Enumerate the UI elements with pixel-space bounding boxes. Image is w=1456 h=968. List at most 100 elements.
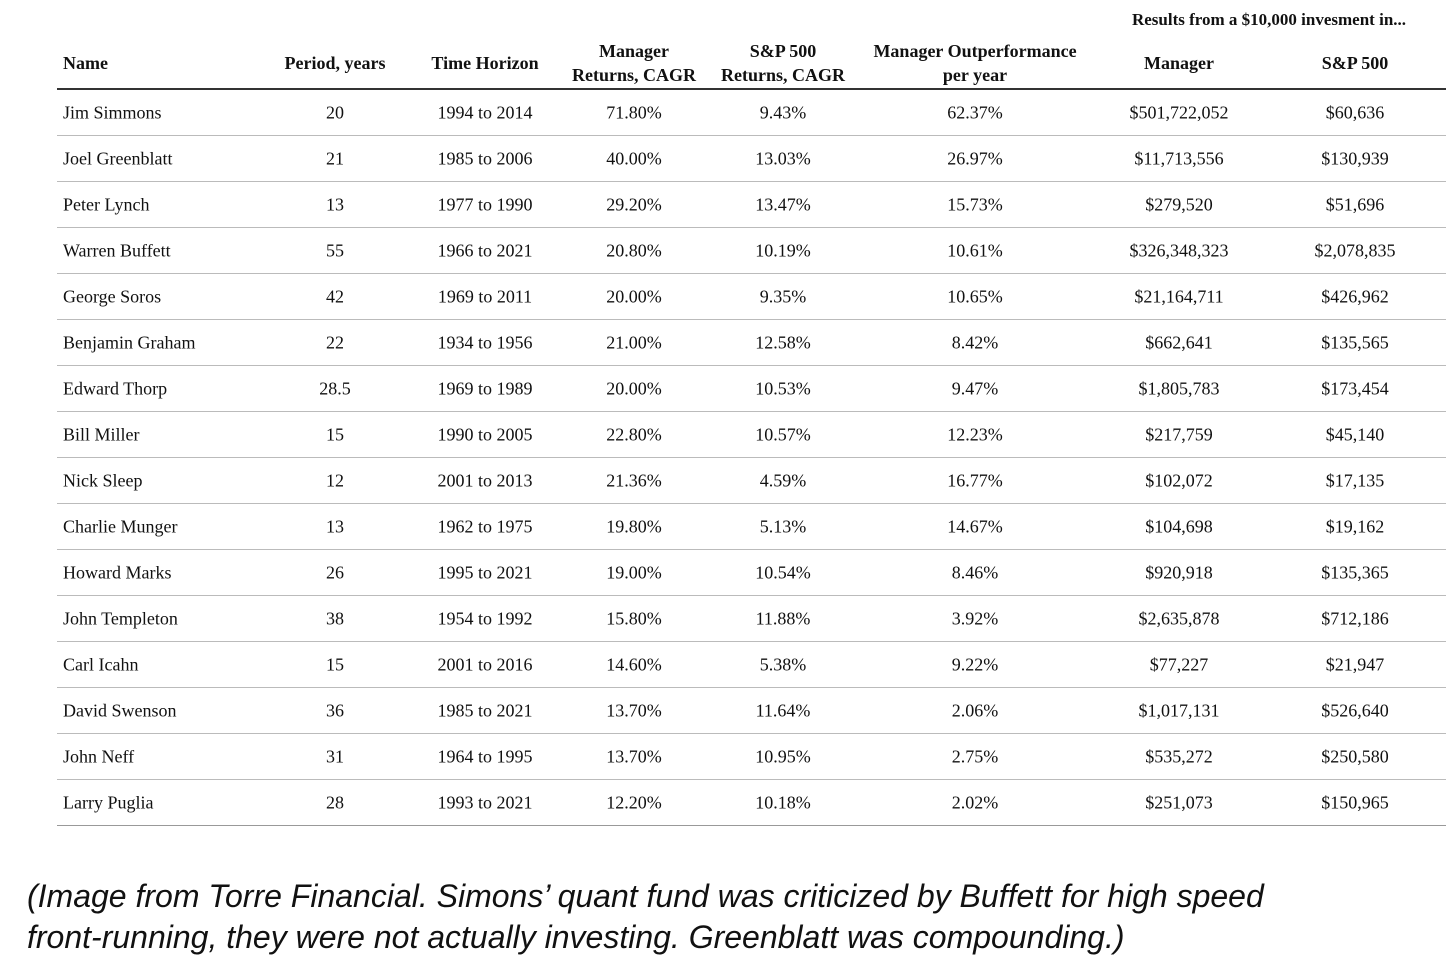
- table-cell: 71.80%: [606, 102, 662, 123]
- table-cell: $712,186: [1321, 608, 1389, 629]
- table-cell: 1969 to 2011: [437, 286, 533, 307]
- table-cell: 29.20%: [606, 194, 662, 215]
- table-cell: Edward Thorp: [63, 378, 168, 399]
- table-cell: $920,918: [1145, 562, 1213, 583]
- column-header: S&P 500: [749, 41, 817, 61]
- table-cell: $2,635,878: [1138, 608, 1220, 629]
- column-header: Returns, CAGR: [721, 65, 845, 85]
- table-cell: 1977 to 1990: [437, 194, 533, 215]
- table-cell: Nick Sleep: [63, 470, 143, 491]
- table-cell: $21,164,711: [1134, 286, 1224, 307]
- table-cell: 20.00%: [606, 286, 662, 307]
- table-cell: Jim Simmons: [63, 102, 162, 123]
- table-cell: 1994 to 2014: [437, 102, 533, 123]
- table-cell: 9.47%: [951, 378, 999, 399]
- table-cell: 55: [326, 240, 344, 261]
- table-cell: $104,698: [1145, 516, 1213, 537]
- table-cell: $251,073: [1145, 792, 1213, 813]
- table-cell: 16.77%: [947, 470, 1003, 491]
- table-cell: 13.70%: [606, 700, 662, 721]
- column-header: Returns, CAGR: [572, 65, 696, 85]
- table-cell: 38: [326, 608, 344, 629]
- table-cell: $526,640: [1321, 700, 1389, 721]
- table-cell: 2.06%: [951, 700, 999, 721]
- table-cell: 1993 to 2021: [437, 792, 533, 813]
- table-cell: 1995 to 2021: [437, 562, 533, 583]
- table-cell: 10.19%: [755, 240, 811, 261]
- table-cell: $173,454: [1321, 378, 1389, 399]
- table-cell: 21: [326, 148, 344, 169]
- table-cell: 9.22%: [951, 654, 999, 675]
- row-rule: [57, 779, 1446, 780]
- table-cell: $60,636: [1325, 102, 1385, 123]
- table-cell: 14.67%: [947, 516, 1003, 537]
- caption-line: (Image from Torre Financial. Simons’ qua…: [27, 878, 1264, 914]
- table-cell: $135,565: [1321, 332, 1389, 353]
- table-cell: 12.20%: [606, 792, 662, 813]
- table-cell: George Soros: [63, 286, 162, 307]
- table-cell: Bill Miller: [63, 424, 140, 445]
- table-cell: 12.58%: [755, 332, 811, 353]
- table-cell: 22: [326, 332, 344, 353]
- table-cell: 10.18%: [755, 792, 811, 813]
- table-cell: 1962 to 1975: [437, 516, 533, 537]
- table-cell: 13: [326, 194, 344, 215]
- table-cell: 28: [326, 792, 344, 813]
- table-cell: 10.65%: [947, 286, 1003, 307]
- row-rule: [57, 273, 1446, 274]
- row-rule: [57, 457, 1446, 458]
- table-cell: $1,017,131: [1138, 700, 1220, 721]
- table-cell: 10.53%: [755, 378, 811, 399]
- table-cell: 9.35%: [759, 286, 807, 307]
- table-cell: $1,805,783: [1138, 378, 1220, 399]
- table-cell: $150,965: [1321, 792, 1389, 813]
- table-cell: Carl Icahn: [63, 654, 139, 675]
- table-cell: 13: [326, 516, 344, 537]
- table-cell: Charlie Munger: [63, 516, 178, 537]
- table-cell: 19.00%: [606, 562, 662, 583]
- table-cell: $2,078,835: [1314, 240, 1396, 261]
- table-cell: 26: [326, 562, 344, 583]
- table-cell: $250,580: [1321, 746, 1389, 767]
- table-cell: 13.47%: [755, 194, 811, 215]
- table-cell: 5.13%: [759, 516, 807, 537]
- table-cell: 12.23%: [947, 424, 1003, 445]
- table-cell: 10.95%: [755, 746, 811, 767]
- column-header: Period, years: [284, 53, 386, 73]
- table-cell: 8.42%: [951, 332, 999, 353]
- table-cell: $45,140: [1325, 424, 1385, 445]
- table-cell: $130,939: [1321, 148, 1389, 169]
- table-cell: David Swenson: [63, 700, 177, 721]
- row-rule: [57, 549, 1446, 550]
- table-cell: 40.00%: [606, 148, 662, 169]
- table-cell: 8.46%: [951, 562, 999, 583]
- table-cell: 11.64%: [755, 700, 811, 721]
- table-cell: $326,348,323: [1129, 240, 1229, 261]
- table-cell: 1985 to 2006: [437, 148, 533, 169]
- table-cell: $17,135: [1325, 470, 1385, 491]
- row-rule: [57, 135, 1446, 136]
- table-cell: 20.80%: [606, 240, 662, 261]
- column-header: Time Horizon: [431, 53, 539, 73]
- table-cell: $102,072: [1145, 470, 1213, 491]
- row-rule: [57, 365, 1446, 366]
- table-cell: 2001 to 2013: [437, 470, 533, 491]
- column-header: Manager: [599, 41, 669, 61]
- header-rule: [57, 88, 1446, 90]
- column-header: S&P 500: [1321, 53, 1389, 73]
- table-cell: Joel Greenblatt: [63, 148, 173, 169]
- table-cell: 2001 to 2016: [437, 654, 533, 675]
- table-cell: 11.88%: [755, 608, 811, 629]
- caption-line: front-running, they were not actually in…: [27, 919, 1125, 955]
- table-cell: $217,759: [1145, 424, 1213, 445]
- table-cell: $21,947: [1325, 654, 1385, 675]
- table-cell: 1985 to 2021: [437, 700, 533, 721]
- column-header: Manager Outperformance: [873, 41, 1077, 61]
- table-cell: $426,962: [1321, 286, 1389, 307]
- table-cell: 1990 to 2005: [437, 424, 533, 445]
- table-cell: Benjamin Graham: [63, 332, 196, 353]
- table-cell: 13.70%: [606, 746, 662, 767]
- table-cell: $77,227: [1149, 654, 1209, 675]
- row-rule: [57, 595, 1446, 596]
